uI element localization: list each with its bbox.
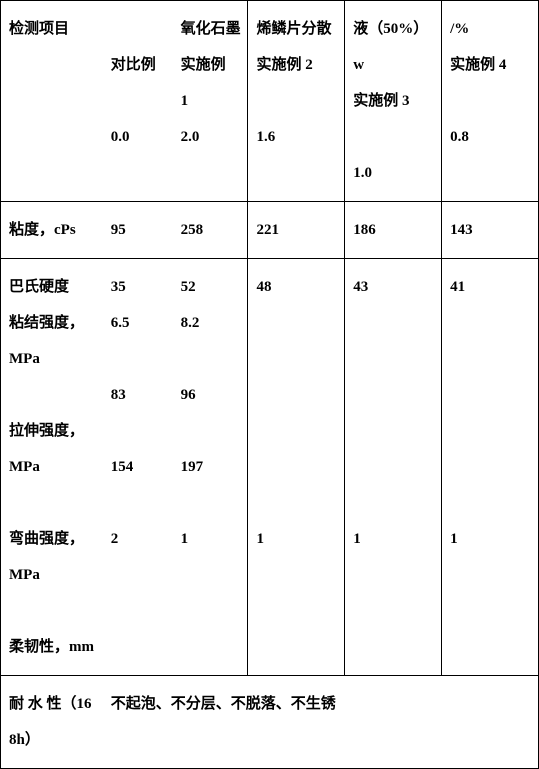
mech-c1-3: 154 [111, 449, 167, 485]
col-header-1a: 实施例 [181, 47, 242, 83]
col-value-3: 1.0 [353, 155, 435, 191]
col-header-2: 实施例 2 [256, 47, 338, 83]
col-header-0: 对比例 [111, 47, 167, 83]
group-title-mid1: 烯鳞片分散 [256, 11, 338, 47]
viscosity-c1: 95 [103, 202, 173, 258]
col-header-4: 实施例 4 [450, 47, 532, 83]
spec-table: 检测项目 对比例 0.0 氧化石墨 实施例 1 2.0 烯鳞片分散 实施例 2 … [0, 0, 539, 769]
water-value: 不起泡、不分层、不脱落、不生锈 [111, 686, 532, 722]
header-rowlabel: 检测项目 [9, 11, 97, 47]
mech-c2-3: 197 [181, 449, 242, 485]
mech-c3-0: 48 [256, 269, 338, 305]
mech-label-1: 粘结强度，MPa [9, 305, 97, 377]
col-value-1: 2.0 [181, 119, 242, 155]
viscosity-row: 粘度，cPs 95 258 221 186 143 [1, 202, 539, 259]
mech-c2-2: 96 [181, 377, 242, 413]
mech-c4-0: 43 [353, 269, 435, 305]
mechanical-row: 巴氏硬度 粘结强度，MPa 拉伸强度，MPa 弯曲强度，MPa 柔韧性，mm 3… [1, 259, 539, 676]
mech-c2-0: 52 [181, 269, 242, 305]
mech-c4-4: 1 [353, 521, 435, 557]
viscosity-c3: 221 [248, 202, 344, 258]
viscosity-label: 粘度，cPs [1, 202, 103, 258]
header-row: 检测项目 对比例 0.0 氧化石墨 实施例 1 2.0 烯鳞片分散 实施例 2 … [1, 1, 539, 202]
table: 检测项目 对比例 0.0 氧化石墨 实施例 1 2.0 烯鳞片分散 实施例 2 … [0, 0, 539, 769]
viscosity-c2: 258 [173, 202, 248, 258]
mech-c1-2: 83 [111, 377, 167, 413]
viscosity-c4: 186 [345, 202, 441, 258]
col-value-2: 1.6 [256, 119, 338, 155]
viscosity-c5: 143 [442, 202, 538, 258]
group-title-start: 氧化石墨 [181, 11, 242, 47]
col-header-1b: 1 [181, 83, 242, 119]
water-label: 耐 水 性（168h） [1, 676, 103, 768]
mech-c3-4: 1 [256, 521, 338, 557]
mech-label-4: 柔韧性，mm [9, 629, 97, 665]
mech-label-0: 巴氏硬度 [9, 269, 97, 305]
col-value-0: 0.0 [111, 119, 167, 155]
mech-c5-4: 1 [450, 521, 532, 557]
mech-c1-0: 35 [111, 269, 167, 305]
col-header-3: 实施例 3 [353, 83, 435, 119]
col-value-4: 0.8 [450, 119, 532, 155]
mech-c2-1: 8.2 [181, 305, 242, 341]
mech-label-3: 弯曲强度，MPa [9, 521, 97, 593]
mech-c5-0: 41 [450, 269, 532, 305]
mech-c1-1: 6.5 [111, 305, 167, 341]
group-title-mid2: 液（50%）w [353, 11, 435, 83]
group-title-end: /% [450, 11, 532, 47]
mech-c2-4: 1 [181, 521, 242, 557]
water-row: 耐 水 性（168h） 不起泡、不分层、不脱落、不生锈 [1, 676, 539, 769]
mech-c1-4: 2 [111, 521, 167, 557]
mech-label-2: 拉伸强度，MPa [9, 413, 97, 485]
